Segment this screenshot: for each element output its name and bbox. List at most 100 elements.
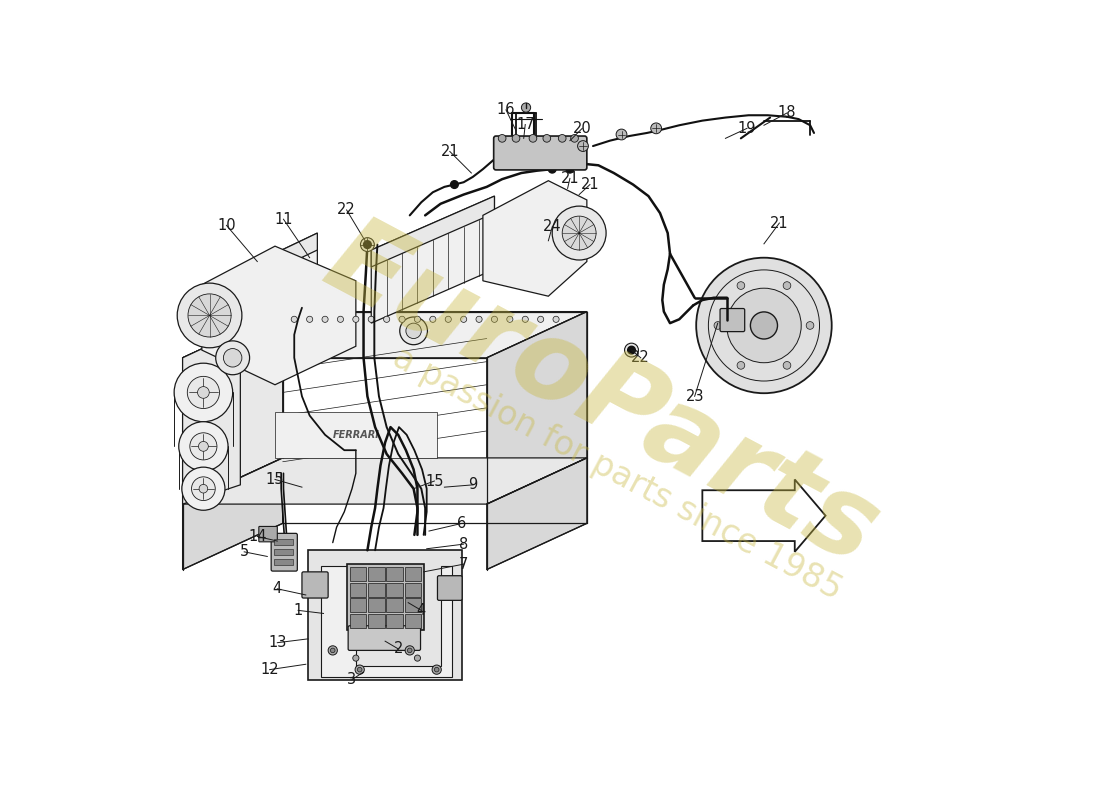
Circle shape — [783, 282, 791, 290]
Text: 10: 10 — [217, 218, 235, 233]
FancyBboxPatch shape — [494, 136, 587, 170]
FancyBboxPatch shape — [258, 526, 277, 542]
Bar — [350, 598, 366, 613]
Circle shape — [492, 316, 497, 322]
Circle shape — [476, 316, 482, 322]
Bar — [350, 583, 366, 597]
Circle shape — [188, 294, 231, 337]
Text: 22: 22 — [338, 202, 356, 218]
Circle shape — [292, 316, 297, 322]
Text: 6: 6 — [458, 516, 466, 531]
Bar — [346, 564, 424, 630]
Circle shape — [783, 362, 791, 370]
Text: 1: 1 — [294, 603, 302, 618]
Text: 9: 9 — [469, 478, 477, 492]
Circle shape — [461, 316, 466, 322]
FancyBboxPatch shape — [438, 576, 462, 600]
Circle shape — [521, 103, 530, 112]
Circle shape — [328, 646, 338, 655]
Text: 5: 5 — [240, 544, 249, 559]
Circle shape — [415, 316, 420, 322]
Circle shape — [446, 316, 451, 322]
Text: 8: 8 — [459, 537, 469, 552]
Circle shape — [415, 655, 420, 661]
Circle shape — [353, 316, 359, 322]
Circle shape — [174, 363, 232, 422]
Polygon shape — [218, 233, 318, 298]
Text: FERRARI: FERRARI — [332, 430, 380, 440]
Bar — [405, 598, 421, 613]
Circle shape — [507, 316, 513, 322]
Circle shape — [651, 123, 661, 134]
Polygon shape — [202, 246, 356, 385]
Text: 11: 11 — [274, 212, 293, 226]
FancyBboxPatch shape — [348, 626, 420, 650]
Text: 24: 24 — [543, 219, 561, 234]
Text: 15: 15 — [425, 474, 443, 489]
Circle shape — [330, 648, 336, 653]
Bar — [368, 583, 385, 597]
Circle shape — [223, 349, 242, 367]
Polygon shape — [372, 196, 495, 267]
Polygon shape — [183, 312, 587, 358]
Circle shape — [430, 316, 436, 322]
Circle shape — [553, 316, 559, 322]
Text: 23: 23 — [685, 389, 704, 404]
Polygon shape — [183, 312, 283, 504]
Bar — [275, 412, 437, 458]
Polygon shape — [703, 479, 825, 552]
Circle shape — [566, 166, 574, 173]
Text: 20: 20 — [573, 121, 592, 136]
Text: 2: 2 — [394, 642, 403, 656]
Text: 19: 19 — [738, 121, 757, 136]
Polygon shape — [308, 550, 462, 680]
Circle shape — [338, 316, 343, 322]
Text: a passion for parts since 1985: a passion for parts since 1985 — [387, 341, 848, 606]
Circle shape — [548, 166, 557, 173]
Polygon shape — [183, 458, 587, 504]
Circle shape — [406, 323, 421, 338]
Circle shape — [353, 655, 359, 661]
Circle shape — [399, 317, 428, 345]
Bar — [405, 583, 421, 597]
Circle shape — [191, 477, 216, 501]
Bar — [405, 614, 421, 628]
Bar — [274, 549, 294, 555]
Circle shape — [451, 181, 459, 188]
Bar — [274, 558, 294, 565]
Circle shape — [562, 216, 596, 250]
Circle shape — [616, 129, 627, 140]
Circle shape — [538, 316, 543, 322]
Circle shape — [407, 648, 412, 653]
Circle shape — [434, 667, 439, 672]
Circle shape — [513, 134, 520, 142]
Text: 7: 7 — [459, 557, 469, 572]
Bar — [368, 598, 385, 613]
Text: 4: 4 — [273, 582, 282, 596]
FancyBboxPatch shape — [271, 534, 297, 571]
Text: 18: 18 — [778, 106, 796, 121]
FancyBboxPatch shape — [720, 309, 745, 332]
Text: 15: 15 — [266, 472, 284, 487]
Circle shape — [358, 667, 362, 672]
Circle shape — [182, 467, 224, 510]
Polygon shape — [372, 196, 495, 323]
FancyBboxPatch shape — [301, 572, 328, 598]
Bar — [368, 567, 385, 582]
Circle shape — [727, 288, 801, 362]
Circle shape — [625, 343, 638, 357]
Circle shape — [363, 241, 372, 249]
Circle shape — [322, 316, 328, 322]
Circle shape — [198, 386, 209, 398]
Circle shape — [198, 442, 208, 451]
Polygon shape — [321, 566, 452, 678]
Circle shape — [361, 238, 374, 251]
Text: 22: 22 — [631, 350, 650, 366]
Text: 21: 21 — [440, 144, 459, 159]
Text: EuroParts: EuroParts — [308, 206, 896, 586]
Text: 21: 21 — [561, 171, 580, 186]
Circle shape — [384, 316, 389, 322]
Circle shape — [696, 258, 832, 394]
Text: 17: 17 — [516, 117, 535, 132]
Polygon shape — [183, 458, 283, 570]
